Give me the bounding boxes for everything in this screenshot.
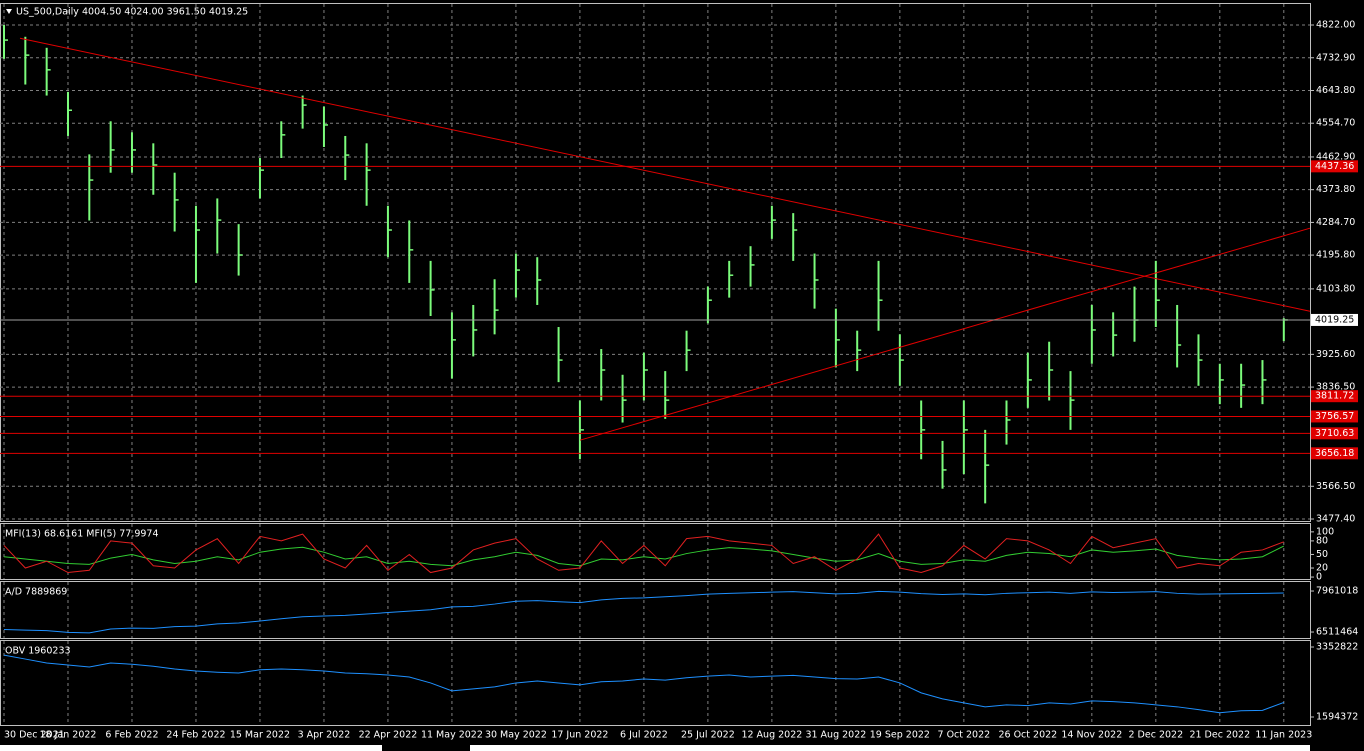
pane-title: A/D 7889869 <box>5 587 67 598</box>
level-label-box <box>1311 447 1358 460</box>
mfi-pane <box>0 523 1311 580</box>
symbol-title: US_500,Daily <box>16 7 79 18</box>
y-tick-label: 4643.80 <box>1316 85 1355 96</box>
y-tick-label: 4732.90 <box>1316 52 1355 63</box>
x-tick-label: 11 Jan 2023 <box>1255 730 1312 741</box>
y-tick-label: 4373.80 <box>1316 184 1355 195</box>
y-tick-label: 100 <box>1316 526 1334 537</box>
y-tick-label: 80 <box>1316 535 1328 546</box>
x-tick-label: 11 May 2022 <box>421 730 483 741</box>
ad-pane <box>0 581 1311 639</box>
y-tick-label: 4822.00 <box>1316 20 1355 31</box>
level-label-box <box>1311 160 1358 173</box>
price-label-box <box>1311 313 1358 326</box>
y-tick-label: 50 <box>1316 549 1328 560</box>
level-label: 4437.36 <box>1315 161 1354 172</box>
x-tick-label: 30 May 2022 <box>485 730 547 741</box>
trendline <box>579 227 1311 441</box>
y-tick-label: 20 <box>1316 563 1328 574</box>
level-label-box <box>1311 390 1358 403</box>
pane-title: MFI(13) 68.6161 MFI(5) 77.9974 <box>5 529 159 540</box>
y-tick-label: 4284.70 <box>1316 217 1355 228</box>
main-pane <box>0 3 1311 522</box>
level-label-box <box>1311 427 1358 440</box>
x-tick-label: 25 Jul 2022 <box>681 730 735 741</box>
y-tick-label: 3352822 <box>1316 642 1358 653</box>
y-tick-label: 4103.80 <box>1316 283 1355 294</box>
series-line <box>3 590 1284 634</box>
x-tick-label: 14 Nov 2022 <box>1061 730 1122 741</box>
ohlc-header: 4004.50 4024.00 3961.50 4019.25 <box>82 7 248 18</box>
x-tick-label: 7 Oct 2022 <box>938 730 991 741</box>
x-tick-label: 18 Jan 2022 <box>40 730 97 741</box>
obv-pane <box>0 640 1311 726</box>
x-tick-label: 22 Apr 2022 <box>359 730 418 741</box>
y-tick-label: 6511464 <box>1316 627 1358 638</box>
x-tick-label: 2 Dec 2022 <box>1128 730 1183 741</box>
level-label: 3656.18 <box>1315 448 1354 459</box>
x-tick-label: 24 Feb 2022 <box>166 730 225 741</box>
level-label: 3811.72 <box>1315 391 1354 402</box>
tab[interactable] <box>470 745 1310 751</box>
x-tick-label: 3 Apr 2022 <box>298 730 351 741</box>
y-tick-label: 3566.50 <box>1316 481 1355 492</box>
y-tick-label: 4195.80 <box>1316 250 1355 261</box>
trendline <box>19 37 1311 312</box>
y-tick-label: 4462.90 <box>1316 151 1355 162</box>
price-label: 4019.25 <box>1315 314 1354 325</box>
y-tick-label: 3836.50 <box>1316 382 1355 393</box>
y-tick-label: 4554.70 <box>1316 118 1355 129</box>
x-tick-label: 15 Mar 2022 <box>230 730 290 741</box>
y-tick-label: 7961018 <box>1316 586 1358 597</box>
x-tick-label: 19 Sep 2022 <box>870 730 930 741</box>
x-tick-label: 31 Aug 2022 <box>805 730 866 741</box>
x-tick-label: 26 Oct 2022 <box>998 730 1057 741</box>
tab[interactable] <box>0 745 382 751</box>
x-tick-label: 21 Dec 2022 <box>1189 730 1250 741</box>
y-tick-label: 0 <box>1316 572 1322 583</box>
x-tick-label: 6 Jul 2022 <box>620 730 668 741</box>
series-line <box>3 654 1284 714</box>
level-label: 3710.63 <box>1315 428 1354 439</box>
x-tick-label: 12 Aug 2022 <box>741 730 802 741</box>
level-label: 3756.57 <box>1315 411 1354 422</box>
series-line <box>3 545 1285 567</box>
level-label-box <box>1311 410 1358 423</box>
x-tick-label: 17 Jun 2022 <box>551 730 608 741</box>
series-line <box>3 533 1284 574</box>
y-tick-label: 1594372 <box>1316 711 1358 722</box>
y-tick-label: 3477.40 <box>1316 514 1355 525</box>
menu-arrow[interactable] <box>6 9 12 14</box>
x-tick-label: 6 Feb 2022 <box>105 730 158 741</box>
pane-title: OBV 1960233 <box>5 646 71 657</box>
x-tick-label: 30 Dec 2021 <box>4 730 65 741</box>
y-tick-label: 3925.60 <box>1316 349 1355 360</box>
